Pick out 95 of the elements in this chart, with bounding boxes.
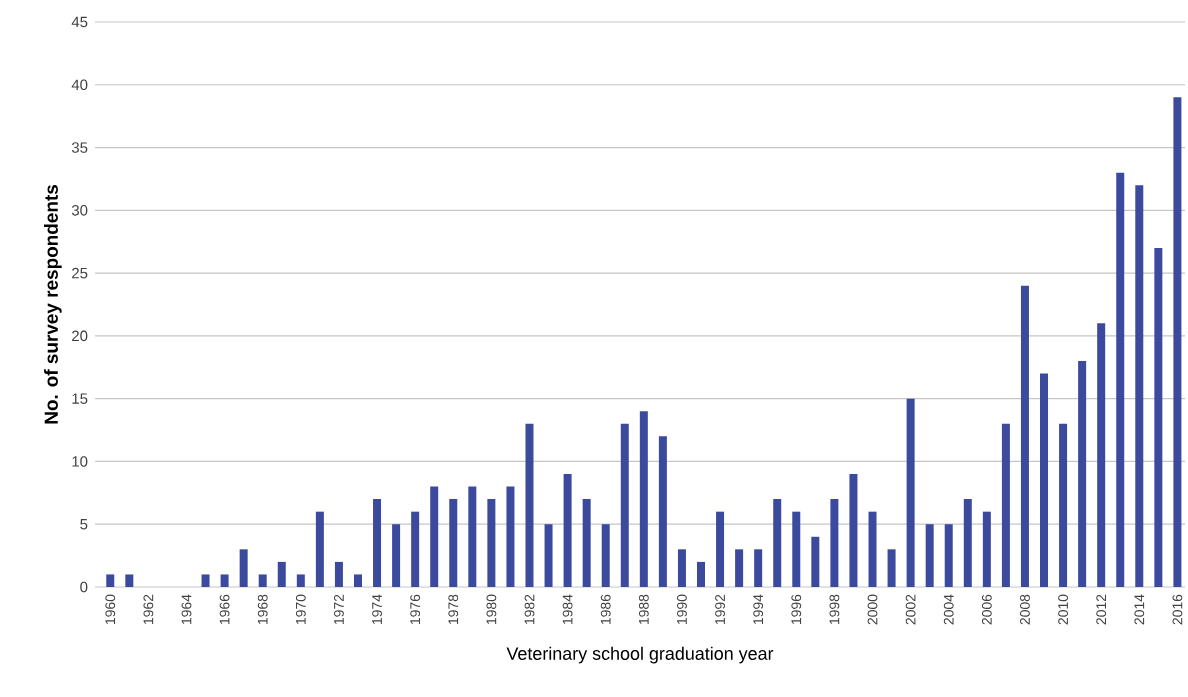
x-tick-label: 1968: [257, 594, 268, 624]
x-tick-label: 1986: [600, 594, 611, 624]
bar: [525, 423, 534, 587]
bar: [658, 436, 667, 587]
bar: [487, 499, 496, 587]
x-tick-label: 1976: [410, 594, 421, 624]
x-axis-title: Veterinary school graduation year: [506, 646, 774, 664]
x-tick-label: 1998: [829, 594, 840, 624]
bar: [868, 511, 877, 587]
bar: [373, 499, 382, 587]
y-tick-label: 5: [80, 519, 88, 530]
x-tick-label: 1970: [295, 594, 306, 624]
x-tick-label: 1980: [486, 594, 497, 624]
bar: [449, 499, 458, 587]
bar: [925, 524, 934, 587]
x-tick-label: 2006: [981, 594, 992, 625]
y-tick-label: 25: [72, 267, 88, 279]
bar: [1040, 373, 1049, 587]
x-tick-label: 2014: [1134, 594, 1145, 625]
y-tick-label: 10: [72, 456, 88, 467]
bar: [258, 574, 267, 587]
bar: [754, 549, 763, 587]
x-tick-label: 1988: [638, 594, 649, 624]
bar: [582, 499, 591, 587]
bar: [392, 524, 401, 587]
x-tick-label: 1964: [181, 594, 192, 624]
y-tick-label: 15: [72, 393, 88, 404]
bar: [239, 549, 248, 587]
x-tick-label: 1984: [562, 594, 573, 624]
bar: [106, 574, 115, 587]
x-tick-label: 2002: [905, 594, 916, 625]
bar: [697, 561, 705, 587]
bar: [315, 511, 324, 587]
bar: [1097, 323, 1106, 587]
bar: [811, 536, 820, 587]
x-tick-label: 1992: [715, 594, 725, 624]
bar: [506, 486, 515, 587]
bar: [563, 474, 572, 587]
bar: [201, 574, 210, 587]
bar: [430, 486, 439, 587]
bar: [620, 423, 629, 587]
y-tick-label: 30: [71, 205, 88, 216]
bar: [1154, 248, 1163, 587]
y-tick-label: 0: [80, 581, 88, 593]
x-tick-label: 1990: [677, 594, 687, 624]
bar: [411, 511, 420, 587]
bar: [982, 511, 991, 587]
bar: [601, 524, 610, 587]
bar: [220, 574, 229, 587]
x-tick-label: 1978: [448, 594, 459, 624]
bar: [849, 474, 858, 587]
x-tick-label: 1962: [143, 594, 154, 624]
bar: [1116, 172, 1125, 587]
bar: [277, 561, 286, 587]
bar: [944, 524, 953, 587]
bar: [468, 486, 477, 587]
x-tick-label: 2008: [1020, 594, 1030, 625]
bar: [1001, 423, 1010, 587]
y-tick-label: 40: [71, 79, 88, 91]
x-tick-label: 1982: [524, 594, 535, 624]
x-tick-label: 1974: [372, 594, 382, 624]
x-tick-label: 1994: [753, 594, 764, 624]
x-tick-label: 2000: [867, 594, 878, 625]
bar: [1020, 285, 1029, 587]
bar: [773, 499, 782, 587]
bar: [353, 574, 362, 587]
y-tick-label: 20: [72, 330, 88, 342]
bar: [1173, 97, 1182, 587]
bar: [716, 511, 725, 587]
y-tick-label: 45: [71, 16, 88, 28]
bar: [1135, 185, 1144, 587]
x-tick-label: 2012: [1096, 594, 1107, 625]
x-tick-label: 1996: [791, 594, 802, 624]
x-tick-label: 1966: [219, 594, 230, 624]
bar: [1078, 361, 1087, 587]
bar: [735, 549, 744, 587]
bar: [677, 549, 686, 587]
bar: [906, 398, 915, 587]
bar: [639, 411, 648, 587]
y-axis-title: No. of survey respondents: [44, 185, 62, 424]
x-tick-label: 2004: [943, 594, 954, 625]
bar: [125, 574, 134, 587]
bar: [963, 499, 972, 587]
x-tick-label: 1972: [334, 594, 344, 624]
x-tick-label: 1960: [105, 594, 116, 624]
bar: [830, 499, 839, 587]
x-tick-label: 2010: [1058, 594, 1068, 625]
bar: [792, 511, 801, 587]
x-tick-label: 2016: [1172, 594, 1183, 625]
bar: [1059, 423, 1068, 587]
bar: [544, 524, 553, 587]
bar: [334, 561, 343, 587]
bar: [296, 574, 305, 587]
bar: [887, 549, 896, 587]
y-tick-label: 35: [71, 142, 88, 153]
